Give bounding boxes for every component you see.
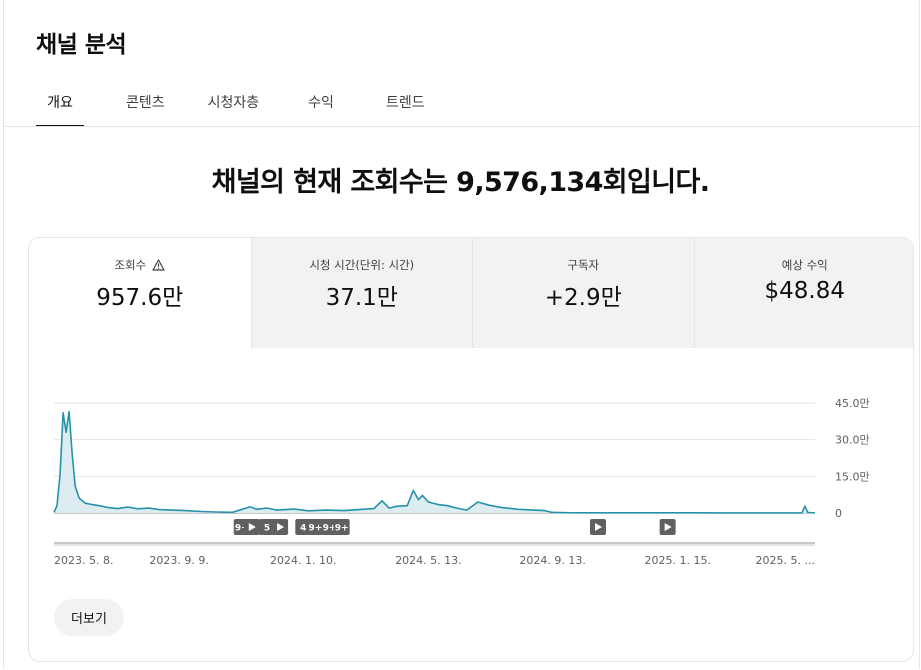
- x-tick-label: 2023. 5. 8.: [54, 554, 113, 567]
- event-marker-label: 9+: [323, 524, 337, 534]
- series-area: [54, 411, 815, 513]
- tab-content-label: 콘텐츠: [126, 95, 165, 111]
- x-tick-label: 2024. 1. 10.: [270, 554, 336, 567]
- x-tick-label: 2025. 1. 15.: [644, 554, 710, 567]
- tab-revenue[interactable]: 수익: [308, 92, 334, 127]
- metric-subscribers[interactable]: 구독자 +2.9만: [472, 238, 694, 348]
- metric-revenue[interactable]: 예상 수익 $48.84: [693, 238, 913, 348]
- play-icon: [277, 523, 285, 531]
- event-marker: [333, 519, 350, 535]
- play-icon: [664, 523, 672, 531]
- tab-overview-label: 개요: [47, 95, 73, 111]
- event-marker: [321, 519, 338, 535]
- event-marker-label: 9+: [335, 524, 349, 534]
- tabs-divider: [4, 126, 919, 127]
- tab-overview[interactable]: 개요: [36, 92, 84, 127]
- event-marker: [258, 519, 275, 535]
- tab-content[interactable]: 콘텐츠: [126, 92, 165, 127]
- more-button[interactable]: 더보기: [54, 599, 124, 636]
- metric-subscribers-value: +2.9만: [544, 285, 622, 311]
- page-frame: [3, 0, 920, 669]
- tab-trends-label: 트렌드: [385, 95, 425, 111]
- x-tick-label: 2024. 9. 13.: [519, 554, 585, 567]
- x-tick-label: 2025. 5. ...: [756, 554, 815, 567]
- event-marker-label: 4: [300, 524, 306, 534]
- play-icon: [595, 523, 603, 531]
- event-marker-label: 9+: [308, 524, 322, 534]
- tab-audience-label: 시청자층: [207, 95, 260, 111]
- metric-views-label: 조회수: [114, 258, 147, 272]
- y-tick-label: 30.0만: [835, 434, 870, 447]
- y-tick-label: 0: [835, 507, 842, 520]
- warning-icon[interactable]: [152, 259, 165, 271]
- metric-revenue-value: $48.84: [764, 278, 845, 304]
- metric-views-label-row: 조회수: [29, 258, 251, 272]
- page-title: 채널 분석: [36, 32, 127, 58]
- series-line: [53, 410, 816, 514]
- metric-revenue-label: 예상 수익: [781, 258, 828, 272]
- tab-trends[interactable]: 트렌드: [386, 92, 425, 127]
- metric-views[interactable]: 조회수 957.6만: [29, 238, 251, 348]
- tab-audience[interactable]: 시청자층: [208, 92, 260, 127]
- tab-bar: 개요 콘텐츠 시청자층 수익 트렌드: [36, 92, 425, 127]
- metric-subscribers-label: 구독자: [567, 258, 600, 272]
- x-tick-label: 2023. 9. 9.: [149, 554, 208, 567]
- analytics-card: 조회수 957.6만 시청 시간(단위: 시간) 37.1만 구독자 +2.9만…: [28, 237, 914, 662]
- event-marker-label: 5: [264, 524, 270, 534]
- metric-watch-time-label: 시청 시간(단위: 시간): [309, 258, 415, 272]
- metric-watch-time-value: 37.1만: [325, 285, 398, 311]
- total-views-headline: 채널의 현재 조회수는 9,576,134회입니다.: [211, 167, 710, 198]
- metric-tabs: 조회수 957.6만 시청 시간(단위: 시간) 37.1만 구독자 +2.9만…: [29, 238, 913, 348]
- tab-revenue-label: 수익: [308, 95, 334, 111]
- play-icon: [248, 523, 256, 531]
- event-marker: [295, 519, 312, 535]
- metric-watch-time[interactable]: 시청 시간(단위: 시간) 37.1만: [250, 238, 472, 348]
- y-tick-label: 45.0만: [835, 397, 870, 410]
- event-marker: [307, 519, 324, 535]
- metric-views-value: 957.6만: [96, 285, 184, 311]
- x-tick-label: 2024. 5. 13.: [395, 554, 461, 567]
- event-marker-label: 9+: [235, 524, 249, 534]
- y-tick-label: 15.0만: [835, 470, 870, 483]
